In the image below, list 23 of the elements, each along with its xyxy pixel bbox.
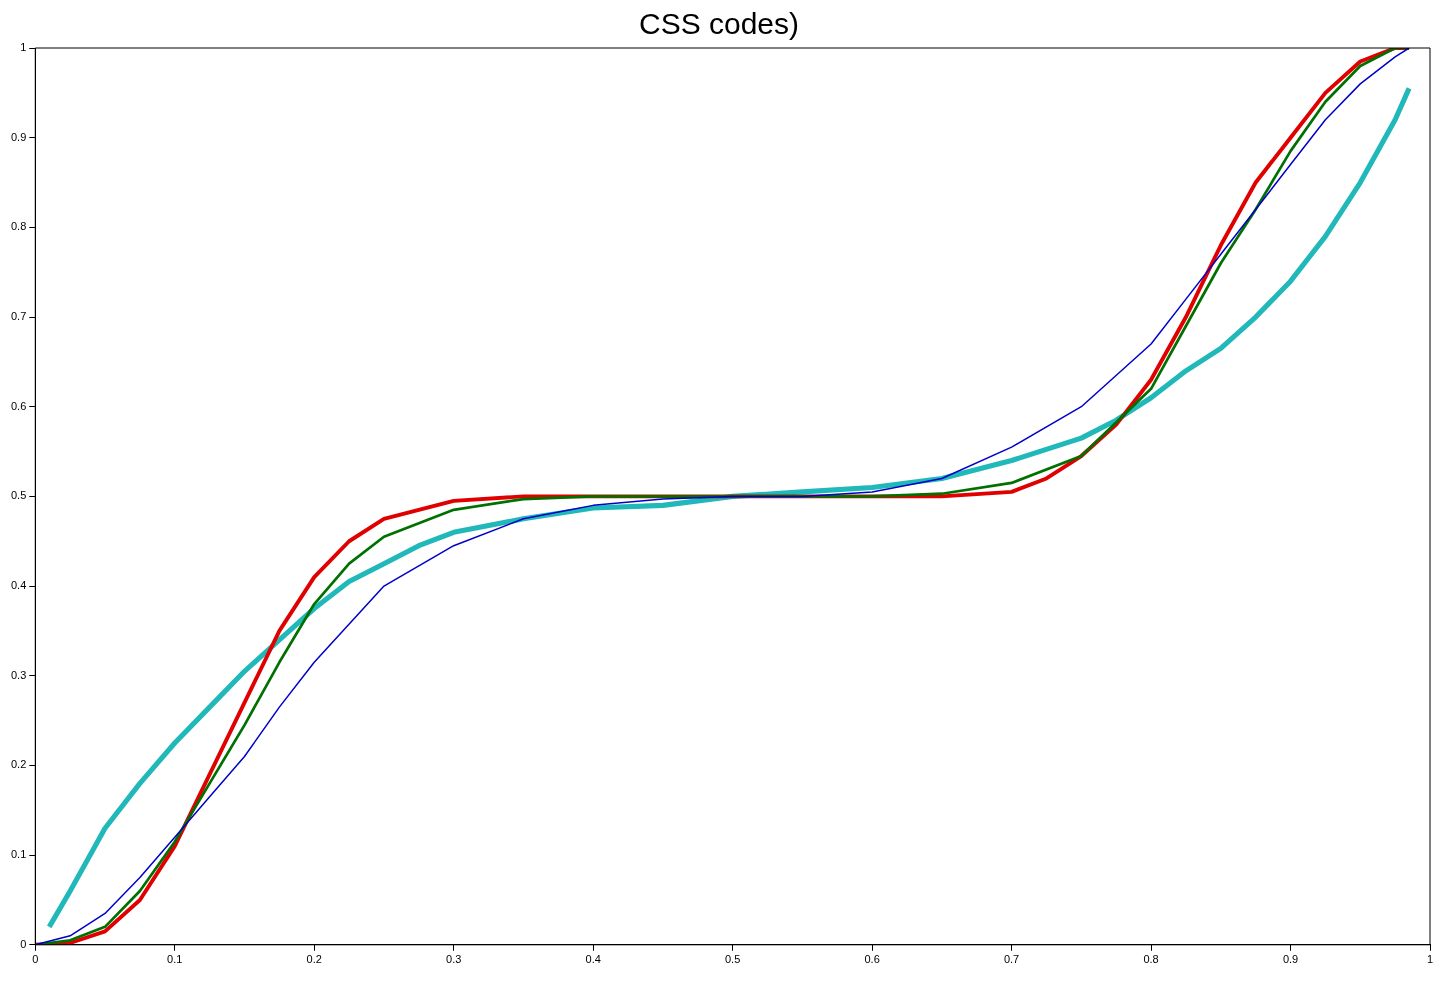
y-tick-label: 0.3 [10, 668, 27, 681]
x-tick-label: 0.5 [725, 953, 741, 966]
y-tick-label: 0.7 [10, 310, 27, 323]
y-tick-label: 0.9 [10, 130, 27, 143]
y-tick-label: 0 [20, 937, 27, 950]
y-tick-label: 0.1 [10, 848, 27, 861]
x-tick-label: 0.4 [585, 953, 601, 966]
chart-title: CSS codes) [638, 7, 800, 41]
y-tick-label: 0.5 [10, 489, 27, 502]
x-tick-label: 0.8 [1143, 953, 1159, 966]
y-tick-label: 0.2 [10, 758, 27, 771]
x-tick-label: 0.2 [306, 953, 322, 966]
y-tick-label: 1 [20, 41, 27, 54]
y-tick-label: 0.6 [10, 399, 27, 412]
x-tick-label: 0 [32, 953, 39, 966]
x-tick-label: 0.6 [864, 953, 880, 966]
y-tick-label: 0.8 [10, 220, 27, 233]
x-tick-label: 0.3 [446, 953, 462, 966]
x-tick-label: 0.7 [1003, 953, 1020, 966]
y-tick-label: 0.4 [10, 579, 27, 592]
x-tick-label: 0.9 [1282, 953, 1299, 966]
x-tick-label: 0.1 [167, 953, 183, 966]
x-tick-label: 1 [1426, 953, 1434, 966]
